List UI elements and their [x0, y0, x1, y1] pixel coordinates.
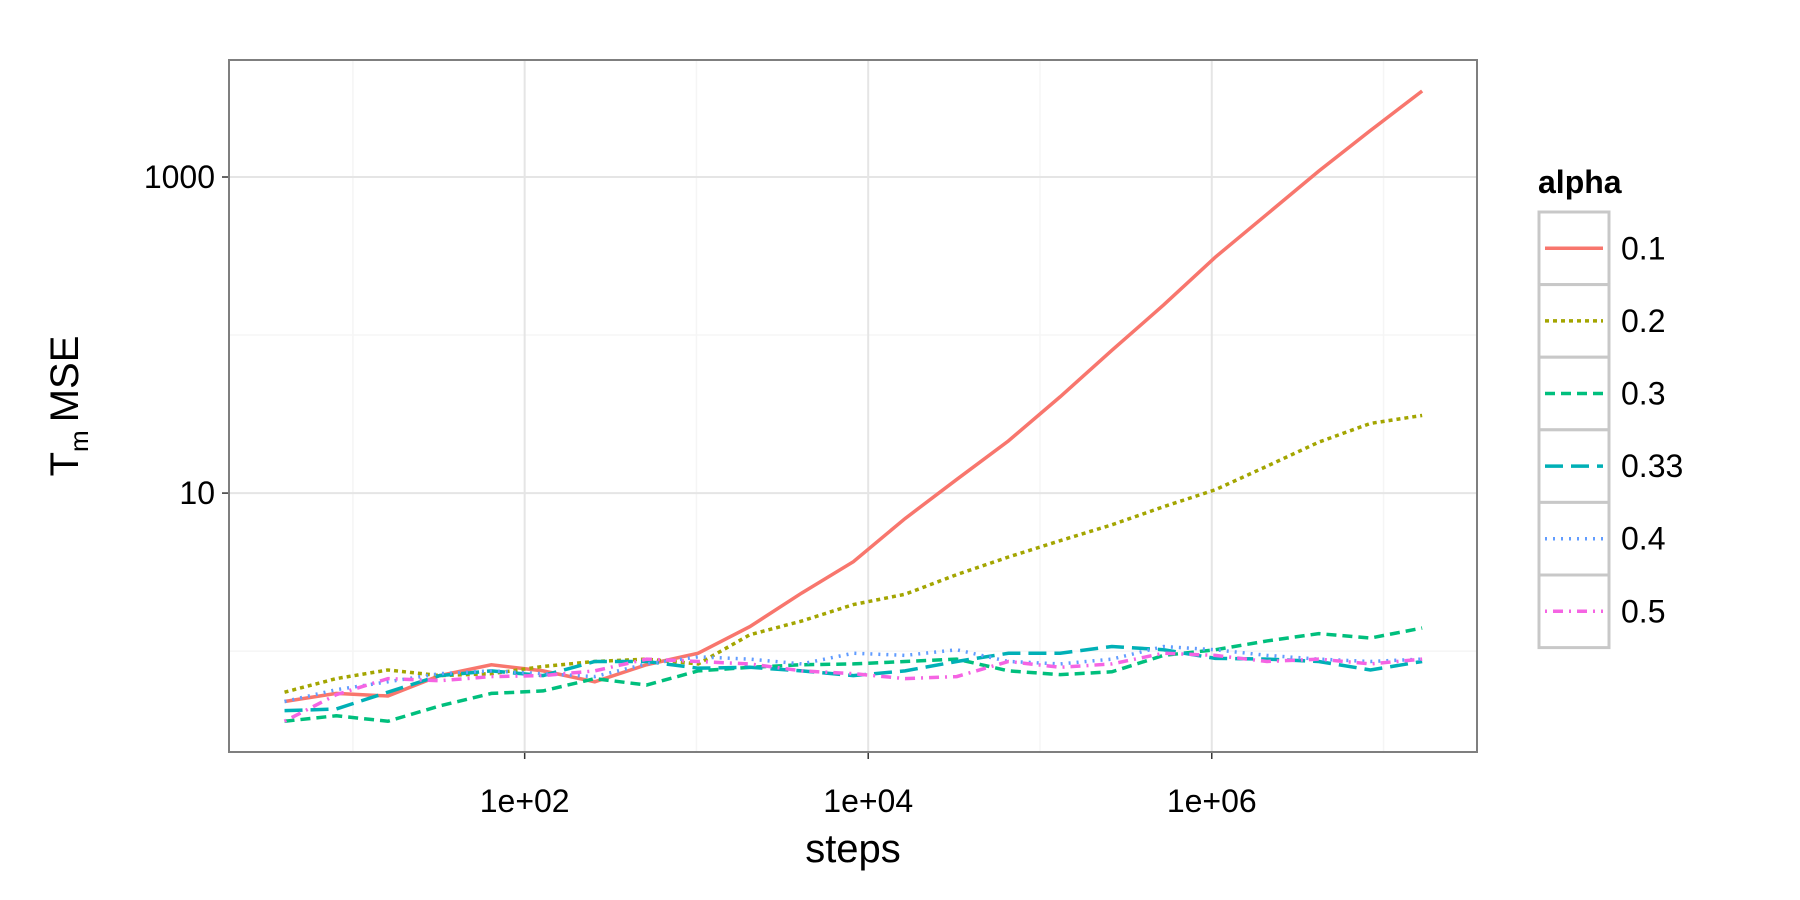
series-line — [284, 644, 1423, 704]
legend-label: 0.33 — [1621, 448, 1683, 484]
panel-border — [228, 59, 1478, 753]
legend-label: 0.2 — [1621, 303, 1665, 339]
series-line — [284, 626, 1423, 724]
plot-panel — [229, 60, 1477, 752]
y-axis-title-main: T — [43, 452, 87, 476]
legend-key — [1537, 500, 1611, 577]
legend-key — [1537, 573, 1611, 650]
legend-label: 0.3 — [1621, 376, 1665, 412]
y-axis-title-rest: MSE — [43, 336, 87, 423]
x-tick-label: 1e+02 — [480, 783, 570, 819]
legend-title: alpha — [1538, 164, 1622, 200]
legend-label: 0.4 — [1621, 521, 1665, 557]
x-axis-title: steps — [805, 827, 901, 871]
legend: 0.1 0.2 0.3 0.33 0.4 0.5 — [1537, 210, 1683, 650]
y-axis-title: Tm MSE — [43, 336, 94, 477]
x-tick-label: 1e+04 — [823, 783, 913, 819]
legend-label: 0.5 — [1621, 593, 1665, 629]
x-tick-label: 1e+06 — [1167, 783, 1257, 819]
legend-key — [1537, 283, 1611, 359]
series-line — [284, 89, 1424, 704]
y-tick-label: 1000 — [144, 159, 215, 195]
series-line — [284, 413, 1423, 694]
y-tick-label: 10 — [179, 475, 215, 511]
legend-label: 0.1 — [1621, 230, 1665, 266]
y-axis-title-sub: m — [64, 430, 94, 452]
